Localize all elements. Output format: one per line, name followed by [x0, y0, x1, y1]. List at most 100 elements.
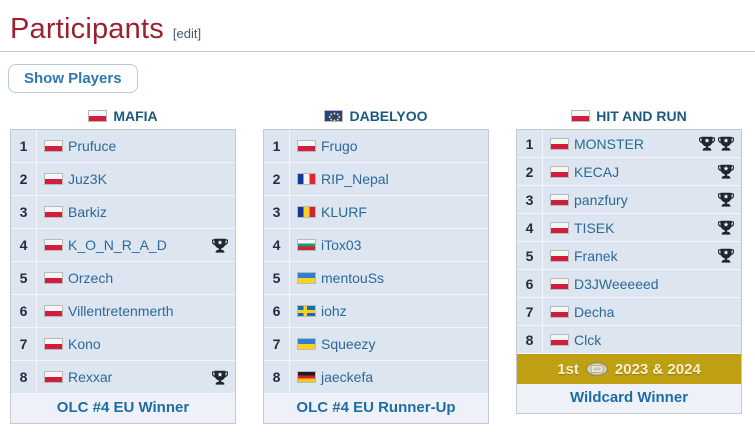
player-row: 5 mentouSs: [264, 262, 488, 295]
player-cell: D3JWeeeeed: [543, 270, 741, 297]
flag-poland-icon: [550, 249, 569, 262]
player-name-link[interactable]: iTox03: [321, 237, 362, 253]
player-number: 2: [264, 163, 290, 195]
player-cell: K_O_N_R_A_D: [37, 229, 235, 261]
team-column: HIT AND RUN 1 MONSTER 2 KECAJ 3 panzfury 4 TISEK…: [516, 107, 742, 424]
player-name-link[interactable]: Prufuce: [68, 138, 117, 154]
player-row: 5 Franek: [517, 242, 741, 270]
team-header: DABELYOO: [263, 107, 489, 125]
player-name-link[interactable]: K_O_N_R_A_D: [68, 237, 167, 253]
player-name-link[interactable]: Franek: [574, 247, 618, 264]
player-number: 4: [11, 229, 37, 261]
player-name-link[interactable]: iohz: [321, 303, 347, 319]
trophies: [699, 136, 734, 151]
trophy-icon[interactable]: [212, 370, 228, 385]
trophy-icon[interactable]: [718, 164, 734, 179]
player-number: 7: [517, 298, 543, 325]
player-name-link[interactable]: KECAJ: [574, 163, 620, 180]
team-name-link[interactable]: HIT AND RUN: [596, 108, 687, 124]
flag-poland-icon: [44, 173, 63, 185]
player-name-link[interactable]: Rexxar: [68, 369, 113, 385]
trophies: [718, 248, 734, 263]
player-number: 4: [517, 214, 543, 241]
player-number: 5: [11, 262, 37, 294]
player-cell: iohz: [290, 295, 488, 327]
player-row: 1 Prufuce: [11, 130, 235, 163]
team-footer-text[interactable]: OLC #4 EU Winner: [56, 399, 190, 416]
player-name-link[interactable]: jaeckefa: [321, 369, 374, 385]
player-row: 6 D3JWeeeeed: [517, 270, 741, 298]
player-row: 3 KLURF: [264, 196, 488, 229]
player-cell: KLURF: [290, 196, 488, 228]
player-name-link[interactable]: TISEK: [574, 219, 615, 236]
flag-poland-icon: [44, 272, 63, 284]
player-row: 1 MONSTER: [517, 130, 741, 158]
flag-romania-icon: [297, 206, 316, 218]
player-row: 7 Kono: [11, 328, 235, 361]
flag-ukraine-icon: [297, 272, 316, 284]
team-footer-text[interactable]: OLC #4 EU Runner-Up: [296, 399, 456, 416]
flag-poland-icon: [550, 137, 569, 150]
player-number: 1: [11, 130, 37, 162]
player-row: 7 Squeezy: [264, 328, 488, 361]
player-cell: TISEK: [543, 214, 741, 241]
edit-link[interactable]: [edit]: [172, 26, 202, 41]
team-column: MAFIA 1 Prufuce 2 Juz3K 3 Barkiz 4 K_O_N_R_A_D 5 O…: [10, 107, 236, 424]
player-row: 4 TISEK: [517, 214, 741, 242]
player-cell: jaeckefa: [290, 361, 488, 393]
player-row: 2 KECAJ: [517, 158, 741, 186]
player-name-link[interactable]: RIP_Nepal: [321, 171, 389, 187]
player-cell: Prufuce: [37, 130, 235, 162]
flag-poland-icon: [550, 165, 569, 178]
trophy-icon[interactable]: [718, 136, 734, 151]
player-name-link[interactable]: panzfury: [574, 191, 628, 208]
player-name-link[interactable]: Juz3K: [68, 171, 107, 187]
medal-icon: [586, 362, 608, 376]
player-name-link[interactable]: Orzech: [68, 270, 114, 286]
trophies: [212, 370, 228, 385]
team-footer: OLC #4 EU Runner-Up: [264, 394, 488, 423]
team-name-link[interactable]: MAFIA: [113, 108, 158, 124]
player-name-link[interactable]: mentouSs: [321, 270, 385, 286]
flag-poland-icon: [550, 305, 569, 318]
player-name-link[interactable]: MONSTER: [574, 135, 644, 152]
player-row: 8 Rexxar: [11, 361, 235, 394]
team-name-link[interactable]: DABELYOO: [349, 108, 428, 124]
achievement-suffix: 2023 & 2024: [614, 360, 701, 378]
trophy-icon[interactable]: [718, 192, 734, 207]
trophy-icon[interactable]: [212, 238, 228, 253]
player-name-link[interactable]: Barkiz: [68, 204, 107, 220]
player-cell: Barkiz: [37, 196, 235, 228]
flag-poland-icon: [571, 110, 591, 122]
player-name-link[interactable]: Villentretenmerth: [68, 303, 174, 319]
player-name-link[interactable]: Squeezy: [321, 336, 376, 352]
flag-poland-icon: [550, 221, 569, 234]
player-number: 7: [264, 328, 290, 360]
player-cell: KECAJ: [543, 158, 741, 185]
player-row: 2 RIP_Nepal: [264, 163, 488, 196]
flag-poland-icon: [88, 110, 108, 122]
player-name-link[interactable]: Kono: [68, 336, 101, 352]
player-name-link[interactable]: KLURF: [321, 204, 367, 220]
achievement-prefix: 1st: [557, 360, 579, 378]
team-footer: Wildcard Winner: [517, 384, 741, 413]
trophy-icon[interactable]: [718, 220, 734, 235]
player-name-link[interactable]: D3JWeeeeed: [574, 275, 659, 292]
flag-poland-icon: [44, 371, 63, 383]
section-heading: Participants [edit]: [0, 0, 755, 52]
trophy-icon[interactable]: [718, 248, 734, 263]
team-header: MAFIA: [10, 107, 236, 125]
trophy-icon[interactable]: [699, 136, 715, 151]
player-number: 5: [264, 262, 290, 294]
flag-poland-icon: [44, 206, 63, 218]
flag-poland-icon: [44, 140, 63, 152]
flag-poland-icon: [297, 140, 316, 152]
player-number: 1: [264, 130, 290, 162]
player-name-link[interactable]: Frugo: [321, 138, 358, 154]
flag-sweden-icon: [297, 305, 316, 317]
trophies: [718, 220, 734, 235]
player-name-link[interactable]: Clck: [574, 331, 602, 348]
team-footer-text[interactable]: Wildcard Winner: [569, 389, 689, 406]
show-players-button[interactable]: Show Players: [8, 64, 138, 93]
player-name-link[interactable]: Decha: [574, 303, 615, 320]
